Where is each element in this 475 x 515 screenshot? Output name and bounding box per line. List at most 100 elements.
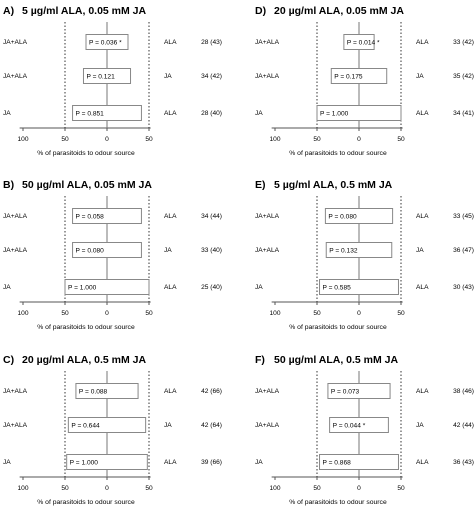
p-value-label: P = 0.080 bbox=[76, 248, 105, 255]
panel-title: 5 µg/ml ALA, 0.05 mM JA bbox=[22, 5, 147, 17]
x-tick-label: 100 bbox=[17, 136, 28, 143]
panel-title: 20 µg/ml ALA, 0.05 mM JA bbox=[274, 5, 404, 17]
panel-label: D) bbox=[255, 5, 266, 17]
panel-a: A) 5 µg/ml ALA, 0.05 mM JA 100 50 0 50 % of pa… bbox=[3, 5, 222, 157]
p-value-label: P = 0.036 * bbox=[89, 40, 122, 47]
x-axis-label: % of parasitoids to odour source bbox=[289, 150, 387, 157]
left-odour-label: JA+ALA bbox=[3, 73, 28, 80]
right-odour-label: ALA bbox=[164, 284, 177, 291]
n-count-label: 35 (42) bbox=[453, 73, 474, 80]
panel-label: C) bbox=[3, 354, 14, 366]
left-odour-label: JA+ALA bbox=[255, 213, 280, 220]
bar-row: JA P = 0.585 ALA 30 (43) bbox=[255, 279, 474, 295]
bar bbox=[329, 417, 389, 433]
n-count-label: 34 (42) bbox=[201, 73, 222, 80]
x-tick-label: 0 bbox=[357, 310, 361, 317]
bar bbox=[67, 417, 147, 433]
left-odour-label: JA bbox=[3, 459, 11, 466]
panel-b: B) 50 µg/ml ALA, 0.05 mM JA 100 50 0 50 % of p… bbox=[3, 179, 222, 331]
x-tick-label: 50 bbox=[313, 485, 321, 492]
x-tick-label: 50 bbox=[313, 136, 321, 143]
x-tick-label: 50 bbox=[145, 310, 153, 317]
bar bbox=[72, 242, 142, 258]
bar bbox=[82, 68, 132, 84]
right-odour-label: ALA bbox=[416, 459, 429, 466]
n-count-label: 39 (66) bbox=[201, 459, 222, 466]
p-value-label: P = 0.044 * bbox=[333, 423, 366, 430]
left-odour-label: JA+ALA bbox=[3, 422, 28, 429]
bar bbox=[75, 383, 139, 399]
left-odour-label: JA+ALA bbox=[255, 73, 280, 80]
right-odour-label: JA bbox=[416, 73, 424, 80]
x-tick-label: 0 bbox=[105, 310, 109, 317]
n-count-label: 42 (44) bbox=[453, 422, 474, 429]
bar-row: JA P = 1.000 ALA 39 (66) bbox=[3, 454, 222, 470]
panel-title: 50 µg/ml ALA, 0.05 mM JA bbox=[22, 179, 152, 191]
right-odour-label: ALA bbox=[416, 284, 429, 291]
p-value-label: P = 0.058 bbox=[76, 214, 105, 221]
n-count-label: 33 (42) bbox=[453, 39, 474, 46]
p-value-label: P = 1.000 bbox=[68, 285, 97, 292]
right-odour-label: ALA bbox=[164, 110, 177, 117]
n-count-label: 38 (46) bbox=[453, 388, 474, 395]
left-odour-label: JA+ALA bbox=[3, 213, 28, 220]
bar-row: JA+ALA P = 0.014 * ALA 33 (42) bbox=[255, 34, 474, 50]
right-odour-label: ALA bbox=[164, 388, 177, 395]
x-tick-label: 100 bbox=[17, 310, 28, 317]
bar bbox=[72, 105, 142, 121]
left-odour-label: JA+ALA bbox=[255, 422, 280, 429]
left-odour-label: JA bbox=[3, 110, 11, 117]
x-tick-label: 0 bbox=[357, 485, 361, 492]
right-odour-label: JA bbox=[164, 247, 172, 254]
bar-row: JA+ALA P = 0.132 JA 36 (47) bbox=[255, 242, 474, 258]
bar bbox=[316, 105, 402, 121]
bar bbox=[343, 34, 375, 50]
p-value-label: P = 0.132 bbox=[329, 248, 358, 255]
bar-row: JA+ALA P = 0.058 ALA 34 (44) bbox=[3, 208, 222, 224]
n-count-label: 28 (40) bbox=[201, 110, 222, 117]
bar bbox=[319, 279, 399, 295]
n-count-label: 34 (41) bbox=[453, 110, 474, 117]
p-value-label: P = 0.088 bbox=[79, 389, 108, 396]
x-tick-label: 0 bbox=[105, 485, 109, 492]
n-count-label: 25 (40) bbox=[201, 284, 222, 291]
bar-row: JA P = 1.000 ALA 34 (41) bbox=[255, 105, 474, 121]
p-value-label: P = 0.851 bbox=[76, 111, 105, 118]
panel-title: 50 µg/ml ALA, 0.5 mM JA bbox=[274, 354, 399, 366]
bar-row: JA P = 1.000 ALA 25 (40) bbox=[3, 279, 222, 295]
x-tick-label: 0 bbox=[357, 136, 361, 143]
x-tick-label: 50 bbox=[61, 136, 69, 143]
right-odour-label: JA bbox=[416, 247, 424, 254]
left-odour-label: JA bbox=[255, 110, 263, 117]
x-tick-label: 100 bbox=[269, 310, 280, 317]
p-value-label: P = 1.000 bbox=[320, 111, 349, 118]
panel-d: D) 20 µg/ml ALA, 0.05 mM JA 100 50 0 50 % of p… bbox=[255, 5, 474, 157]
left-odour-label: JA+ALA bbox=[3, 39, 28, 46]
p-value-label: P = 0.175 bbox=[334, 74, 363, 81]
n-count-label: 36 (43) bbox=[453, 459, 474, 466]
x-tick-label: 100 bbox=[17, 485, 28, 492]
p-value-label: P = 0.080 bbox=[328, 214, 357, 221]
x-axis-label: % of parasitoids to odour source bbox=[289, 499, 387, 506]
right-odour-label: ALA bbox=[416, 110, 429, 117]
bar-row: JA+ALA P = 0.644 JA 42 (64) bbox=[3, 417, 222, 433]
n-count-label: 42 (64) bbox=[201, 422, 222, 429]
left-odour-label: JA bbox=[3, 284, 11, 291]
bar bbox=[85, 34, 129, 50]
bar-row: JA+ALA P = 0.080 ALA 33 (45) bbox=[255, 208, 474, 224]
bar-row: JA+ALA P = 0.121 JA 34 (42) bbox=[3, 68, 222, 84]
bar bbox=[319, 454, 399, 470]
bar bbox=[66, 454, 148, 470]
p-value-label: P = 0.644 bbox=[71, 423, 100, 430]
x-axis-label: % of parasitoids to odour source bbox=[289, 324, 387, 331]
x-tick-label: 50 bbox=[397, 136, 405, 143]
bar bbox=[330, 68, 388, 84]
left-odour-label: JA+ALA bbox=[255, 247, 280, 254]
right-odour-label: ALA bbox=[416, 388, 429, 395]
right-odour-label: ALA bbox=[164, 39, 177, 46]
p-value-label: P = 0.073 bbox=[331, 389, 360, 396]
panel-title: 20 µg/ml ALA, 0.5 mM JA bbox=[22, 354, 147, 366]
left-odour-label: JA+ALA bbox=[3, 388, 28, 395]
bar-row: JA P = 0.851 ALA 28 (40) bbox=[3, 105, 222, 121]
p-value-label: P = 0.585 bbox=[323, 285, 352, 292]
